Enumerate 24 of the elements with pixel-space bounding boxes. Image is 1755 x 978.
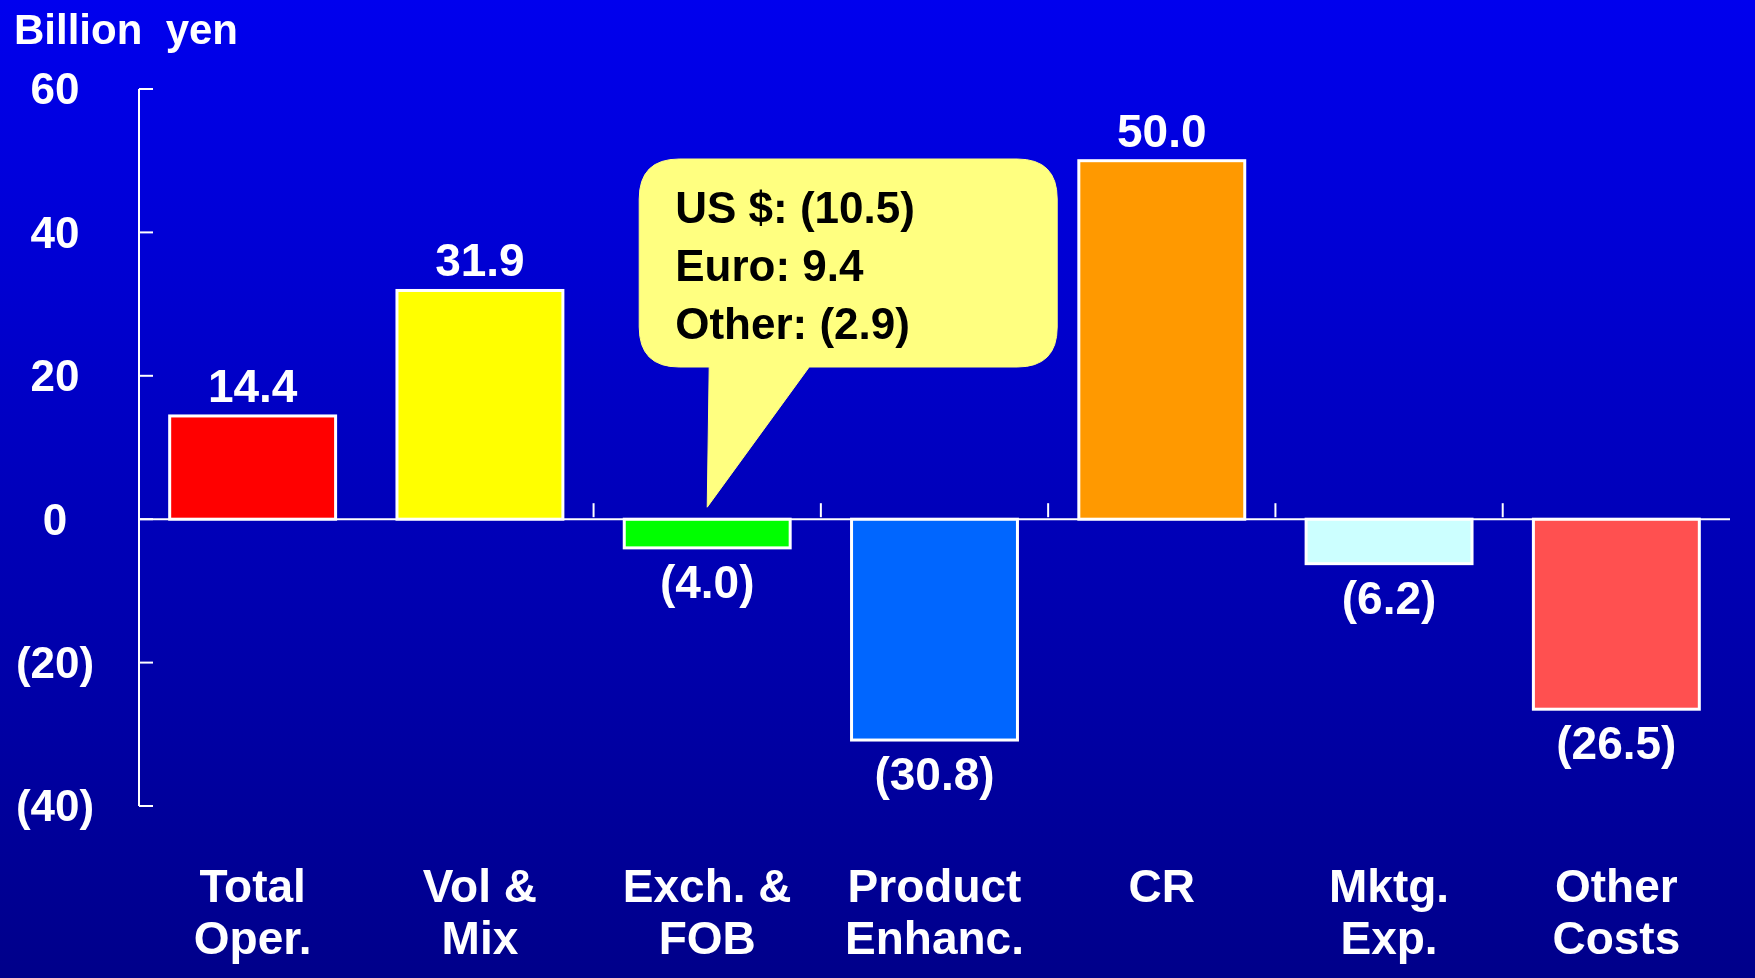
y-tick-label: (40) — [15, 781, 95, 831]
y-tick-label: 40 — [30, 207, 80, 257]
y-tick-label: 60 — [30, 64, 80, 114]
x-tick-label: Total Oper. — [193, 860, 312, 964]
y-tick-label: 0 — [42, 494, 68, 544]
data-label: 31.9 — [435, 234, 525, 287]
y-tick-label: (20) — [15, 638, 95, 687]
data-label: (30.8) — [874, 748, 995, 801]
annotation: Euro: 9.4 — [675, 241, 865, 290]
data-label: (26.5) — [1556, 717, 1677, 770]
x-tick-label: CR — [1128, 860, 1196, 912]
annotation: US $: (10.5) — [675, 183, 915, 232]
annotation: Other: (2.9) — [675, 299, 910, 348]
data-label: 14.4 — [207, 359, 298, 412]
x-tick-label: Other Costs — [1552, 860, 1681, 964]
data-label: (6.2) — [1341, 571, 1437, 624]
x-tick-label: Product Enhanc. — [845, 860, 1024, 964]
data-label: (4.0) — [659, 555, 755, 608]
data-label: 50.0 — [1117, 104, 1207, 157]
y-axis-title: Billion yen — [14, 6, 239, 53]
x-tick-label: Exch. & FOB — [622, 860, 792, 964]
y-tick-label: 20 — [30, 351, 80, 401]
x-tick-label: Vol & Mix — [422, 860, 538, 964]
x-tick-label: Mktg. Exp. — [1329, 860, 1450, 964]
